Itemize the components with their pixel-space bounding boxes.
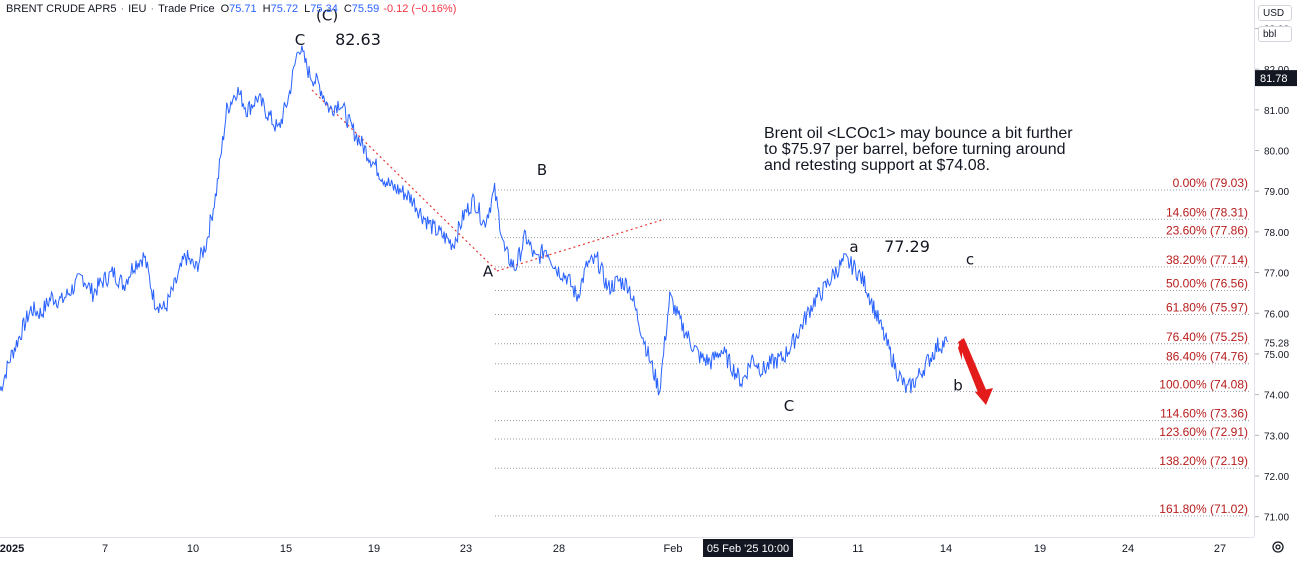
time-tick-label: 14 — [940, 543, 952, 555]
price-chart[interactable]: 0.00% (79.03) 14.60% (78.31) 23.60% (77.86… — [0, 0, 1254, 537]
price-type: Trade Price — [158, 3, 215, 15]
time-tick-label: 7 — [102, 543, 108, 555]
analysis-comment: Brent oil <LCOc1> may bounce a bit furth… — [764, 126, 1144, 174]
wave-label: (C) — [316, 6, 338, 24]
open-value: 75.71 — [229, 3, 257, 15]
last-price-label: 75.28 — [1264, 339, 1289, 350]
fib-level-label: 138.20% (72.19) — [1159, 454, 1248, 468]
price-tick-label: 73.00 — [1264, 431, 1289, 442]
fib-level-label: 76.40% (75.25) — [1166, 330, 1248, 344]
current-price-tag — [1255, 70, 1297, 87]
comment-line: Brent oil <LCOc1> may bounce a bit furth… — [764, 125, 1073, 142]
wave-label: a — [849, 238, 858, 256]
wave-label: A — [483, 263, 494, 281]
separator-dot: · — [150, 3, 155, 15]
price-tick-label: 79.00 — [1264, 187, 1289, 198]
time-tick-label: 19 — [368, 543, 380, 555]
exchange-name: IEU — [128, 3, 147, 15]
time-tick-label: 2025 — [0, 543, 24, 555]
price-series — [0, 45, 949, 396]
ohlc-legend: BRENT CRUDE APR5 · IEU · Trade Price O 75… — [6, 3, 456, 15]
price-line — [0, 45, 949, 396]
current-price-label: 81.78 — [1260, 73, 1288, 85]
price-tick-label: 71.00 — [1264, 513, 1289, 524]
down-arrow-icon — [958, 338, 993, 405]
currency-label: USD — [1263, 8, 1285, 19]
price-tick-label: 78.00 — [1264, 228, 1289, 239]
time-tick-label: Feb — [664, 543, 683, 555]
unit-selector[interactable]: bbl — [1258, 26, 1292, 42]
time-tick-label: 11 — [852, 543, 863, 555]
close-label: C — [343, 3, 352, 15]
trend-lines — [311, 89, 663, 272]
fib-level-label: 123.60% (72.91) — [1159, 425, 1248, 439]
wave-label: C — [295, 31, 305, 49]
separator-dot: · — [120, 3, 125, 15]
fib-level-label: 0.00% (79.03) — [1173, 176, 1248, 190]
time-axis[interactable]: 2025 7 10 15 19 23 28 Feb 11 14 19 24 27 05 Feb '25 1… — [0, 537, 1254, 558]
time-tick-label: 23 — [460, 543, 472, 555]
low-label: L — [304, 3, 311, 15]
wave-label: 82.63 — [335, 30, 381, 49]
price-axis[interactable]: 83.0082.0081.0080.0079.0078.0077.0076.00… — [1254, 0, 1297, 537]
fib-level-label: 161.80% (71.02) — [1159, 502, 1248, 516]
symbol-name[interactable]: BRENT CRUDE APR5 — [6, 3, 117, 15]
fib-level-label: 61.80% (75.97) — [1166, 300, 1248, 314]
time-tick-label: 19 — [1034, 543, 1046, 555]
fib-level-label: 23.60% (77.86) — [1166, 224, 1248, 238]
unit-label: bbl — [1263, 29, 1277, 40]
wave-label: C — [784, 397, 794, 415]
price-tick-label: 77.00 — [1264, 269, 1289, 280]
fib-level-label: 50.00% (76.56) — [1166, 276, 1248, 290]
fib-level-label: 86.40% (74.76) — [1166, 350, 1248, 364]
wave-label: B — [537, 161, 547, 179]
price-tick-label: 76.00 — [1264, 309, 1289, 320]
trend-line-a-to-b-projection — [496, 219, 663, 272]
fib-level-label: 114.60% (73.36) — [1160, 407, 1248, 421]
open-label: O — [220, 3, 230, 15]
high-value: 75.72 — [270, 3, 299, 15]
trend-line-c-to-a — [311, 89, 498, 272]
price-tick-label: 80.00 — [1264, 147, 1289, 158]
comment-line: to $75.97 per barrel, before turning aro… — [764, 141, 1066, 158]
fibonacci-levels: 0.00% (79.03) 14.60% (78.31) 23.60% (77.86… — [495, 176, 1250, 517]
fib-level-label: 38.20% (77.14) — [1166, 253, 1248, 267]
time-tick-label: 15 — [280, 543, 292, 555]
crosshair-time-tag — [703, 539, 793, 557]
price-tick-label: 74.00 — [1264, 391, 1289, 402]
fib-level-label: 100.00% (74.08) — [1159, 377, 1248, 391]
time-tick-label: 10 — [187, 543, 199, 555]
wave-labels: (C) C 82.63 A Ba 77.29 c Cb — [295, 6, 974, 415]
comment-line: and retesting support at $74.08. — [764, 157, 990, 174]
price-tick-label: 72.00 — [1264, 472, 1289, 483]
fib-level-label: 14.60% (78.31) — [1166, 205, 1248, 219]
price-tick-label: 81.00 — [1264, 106, 1289, 117]
time-tick-label: 27 — [1214, 543, 1226, 555]
time-tick-label: 24 — [1122, 543, 1134, 555]
price-tick-label: 75.00 — [1264, 350, 1289, 361]
change-value: -0.12 (−0.16%) — [383, 3, 457, 15]
wave-label: c — [966, 250, 974, 268]
low-value: 75.34 — [310, 3, 338, 15]
wave-label: 77.29 — [884, 237, 930, 256]
wave-label: b — [953, 377, 963, 395]
currency-selector[interactable]: USD ▾ — [1258, 5, 1292, 34]
close-value: 75.59 — [351, 3, 380, 15]
settings-gear-icon[interactable] — [1270, 539, 1286, 555]
crosshair-time-label: 05 Feb '25 10:00 — [707, 543, 789, 555]
high-label: H — [262, 3, 271, 15]
time-tick-label: 28 — [553, 543, 565, 555]
